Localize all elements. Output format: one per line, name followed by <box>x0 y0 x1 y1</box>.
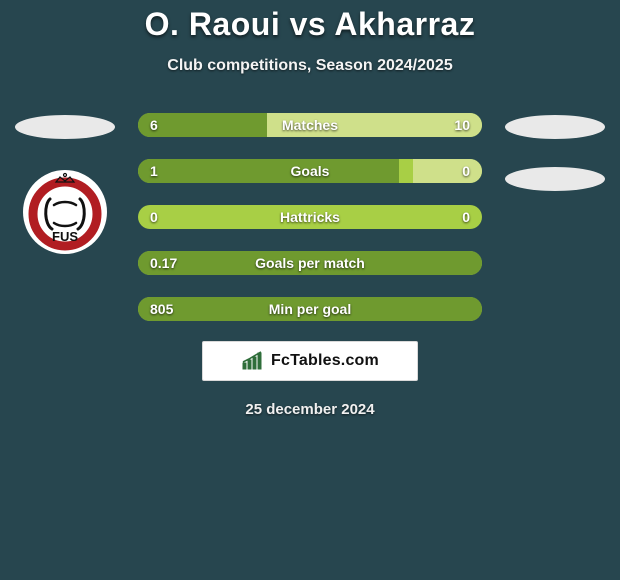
right-player-placeholder <box>505 115 605 139</box>
bar-label: Goals per match <box>255 251 365 275</box>
stat-bar: 0 0 Hattricks <box>138 205 482 229</box>
bar-label: Min per goal <box>269 297 351 321</box>
content-root: O. Raoui vs Akharraz Club competitions, … <box>0 0 620 580</box>
bar-left-value: 0.17 <box>150 251 177 275</box>
stat-bar: 1 0 Goals <box>138 159 482 183</box>
stat-bars: 610Matches10Goals00Hattricks0.17Goals pe… <box>138 113 482 321</box>
bar-left-value: 6 <box>150 113 158 137</box>
bar-label: Hattricks <box>280 205 340 229</box>
stat-bar: 0.17 Goals per match <box>138 251 482 275</box>
bar-right-value: 0 <box>462 205 470 229</box>
bar-fill-right <box>413 159 482 183</box>
brand-chart-icon <box>241 351 265 371</box>
bar-label: Matches <box>282 113 338 137</box>
brand-badge: FcTables.com <box>202 341 418 381</box>
svg-text:FUS: FUS <box>52 229 78 244</box>
stat-bar: 6 10 Matches <box>138 113 482 137</box>
right-player-col <box>500 113 610 191</box>
stat-bar: 805 Min per goal <box>138 297 482 321</box>
bar-left-value: 805 <box>150 297 173 321</box>
bar-right-value: 10 <box>454 113 470 137</box>
bar-fill-left <box>138 159 399 183</box>
right-club-placeholder <box>505 167 605 191</box>
bar-label: Goals <box>291 159 330 183</box>
date-text: 25 december 2024 <box>245 401 374 418</box>
page-subtitle: Club competitions, Season 2024/2025 <box>167 57 452 75</box>
left-player-col: FUS <box>10 113 120 255</box>
left-player-placeholder <box>15 115 115 139</box>
left-club-badge: FUS <box>22 169 108 255</box>
club-badge-svg: FUS <box>22 169 108 255</box>
comparison-row: FUS 610Matches10Goals00Hattricks0.17Goal… <box>0 113 620 321</box>
bar-left-value: 1 <box>150 159 158 183</box>
bar-left-value: 0 <box>150 205 158 229</box>
bar-right-value: 0 <box>462 159 470 183</box>
page-title: O. Raoui vs Akharraz <box>145 6 476 43</box>
brand-text: FcTables.com <box>271 352 379 370</box>
